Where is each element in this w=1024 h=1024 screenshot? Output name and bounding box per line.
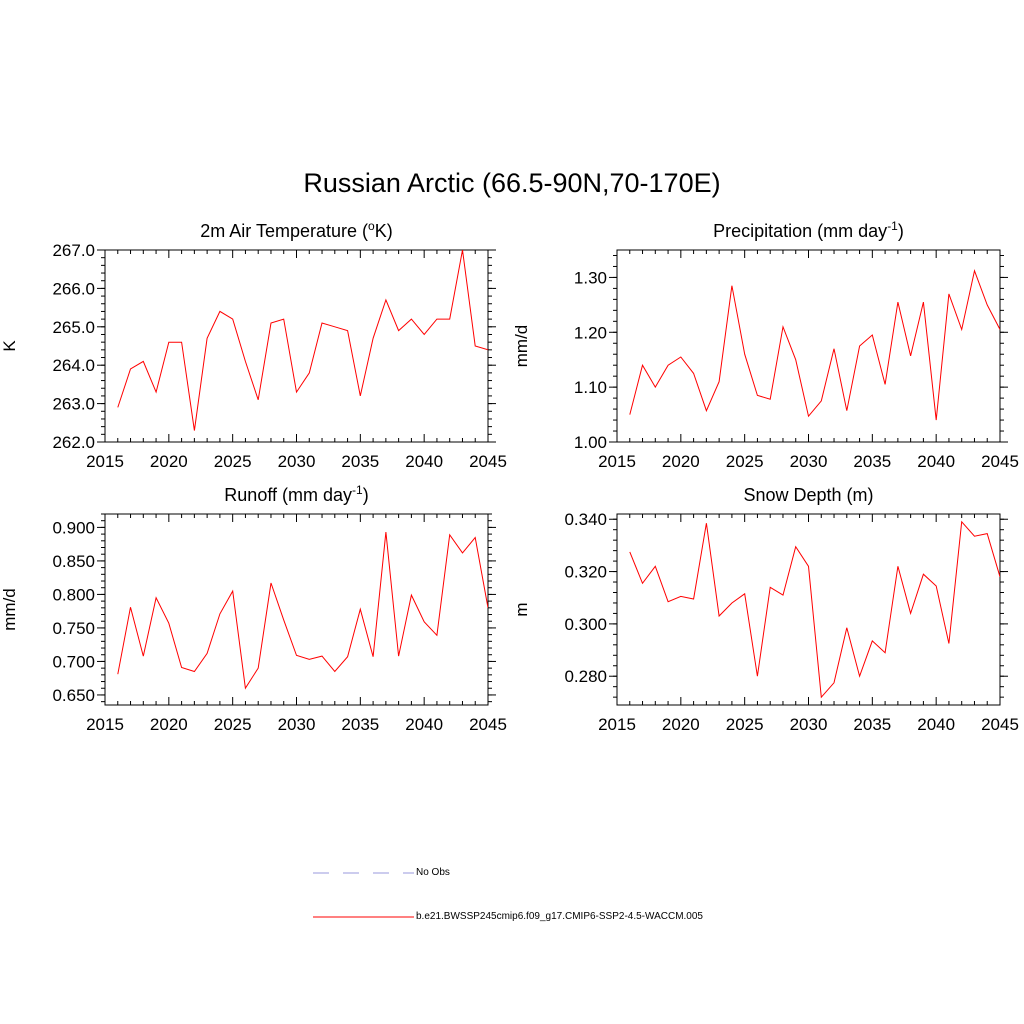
panel-title-text: 2m Air Temperature (: [200, 221, 368, 241]
x-tick-label: 2035: [853, 452, 891, 471]
y-tick-label: 263.0: [52, 395, 95, 414]
y-tick-label: 1.20: [574, 323, 607, 342]
legend-noobs-label: No Obs: [416, 867, 450, 878]
panel-runoff: 2015 2020 2025 2030 2035 2040 2045 0.650 0.700 0.…: [0, 483, 507, 734]
plot-frame: [104, 249, 489, 443]
x-tick-label: 2020: [150, 452, 188, 471]
y-axis-label: m: [512, 602, 531, 616]
x-tick-label: 2015: [598, 715, 636, 734]
x-tick-label: 2045: [981, 715, 1019, 734]
panel-title: Runoff (mm day-1): [224, 483, 368, 505]
y-axis-label: mm/d: [0, 588, 19, 631]
x-tick-label: 2025: [726, 452, 764, 471]
panel-title-tail: ): [363, 485, 369, 505]
plot-frame: [616, 249, 1001, 443]
figure-title: Russian Arctic (66.5-90N,70-170E): [303, 168, 721, 198]
x-tick-label: 2025: [214, 452, 252, 471]
panel-title-text: Runoff (mm day: [224, 485, 352, 505]
panel-title-tail: ): [898, 221, 904, 241]
x-tick-label: 2035: [341, 452, 379, 471]
panel-title-text: Snow Depth (m): [743, 485, 873, 505]
x-tick-label: 2045: [469, 715, 507, 734]
legend-series-label: b.e21.BWSSP245cmip6.f09_g17.CMIP6-SSP2-4…: [416, 911, 703, 922]
y-tick-label: 0.750: [52, 619, 95, 638]
y-tick-label: 0.650: [52, 686, 95, 705]
x-tick-label: 2045: [981, 452, 1019, 471]
y-tick-label: 0.700: [52, 652, 95, 671]
y-tick-label: 267.0: [52, 241, 95, 260]
panel-title: Snow Depth (m): [743, 485, 873, 505]
x-tick-label: 2030: [790, 715, 828, 734]
y-axis-label: mm/d: [512, 325, 531, 368]
x-tick-label: 2020: [150, 715, 188, 734]
x-tick-label: 2040: [917, 715, 955, 734]
y-tick-label: 0.800: [52, 585, 95, 604]
x-tick-label: 2035: [341, 715, 379, 734]
y-tick-label: 264.0: [52, 356, 95, 375]
x-tick-label: 2040: [405, 452, 443, 471]
y-tick-label: 266.0: [52, 279, 95, 298]
y-tick-label: 0.300: [564, 615, 607, 634]
x-tick-label: 2040: [917, 452, 955, 471]
x-tick-label: 2030: [278, 715, 316, 734]
y-tick-label: 0.320: [564, 563, 607, 582]
x-tick-label: 2045: [469, 452, 507, 471]
y-axis-label: K: [0, 340, 19, 352]
series-line-0: [117, 250, 488, 431]
series-line-0: [629, 269, 1000, 421]
panel-title-superscript: o: [368, 219, 375, 233]
y-tick-label: 0.280: [564, 667, 607, 686]
y-tick-label: 0.850: [52, 552, 95, 571]
y-tick-label: 0.340: [564, 510, 607, 529]
y-tick-label: 1.10: [574, 378, 607, 397]
panel-title: Precipitation (mm day-1): [713, 219, 904, 241]
x-tick-label: 2020: [662, 715, 700, 734]
x-tick-label: 2025: [214, 715, 252, 734]
y-tick-label: 262.0: [52, 433, 95, 452]
panel-title-tail: K): [375, 221, 393, 241]
x-tick-label: 2015: [598, 452, 636, 471]
x-tick-label: 2015: [86, 715, 124, 734]
x-tick-label: 2030: [278, 452, 316, 471]
y-tick-label: 1.00: [574, 433, 607, 452]
panel-snow-depth: 2015 2020 2025 2030 2035 2040 2045 0.280 0.300 0.…: [512, 485, 1019, 734]
y-tick-label: 1.30: [574, 268, 607, 287]
series-line-0: [629, 520, 1000, 699]
y-tick-label: 265.0: [52, 318, 95, 337]
panel-title-text: Precipitation (mm day: [713, 221, 887, 241]
x-tick-label: 2040: [405, 715, 443, 734]
series-line-0: [117, 532, 488, 690]
plot-frame: [616, 513, 1001, 706]
x-tick-label: 2030: [790, 452, 828, 471]
panel-air-temperature: 2015 2020 2025 2030 2035 2040 2045 262.0 263.0 26…: [0, 219, 507, 471]
panel-title-superscript: -1: [887, 219, 898, 233]
panel-precipitation: 2015 2020 2025 2030 2035 2040 2045 1.00 1.10 1.20…: [512, 219, 1019, 471]
x-tick-label: 2035: [853, 715, 891, 734]
panel-title-superscript: -1: [352, 483, 363, 497]
panel-title: 2m Air Temperature (oK): [200, 219, 392, 241]
x-tick-label: 2015: [86, 452, 124, 471]
y-tick-label: 0.900: [52, 518, 95, 537]
x-tick-label: 2025: [726, 715, 764, 734]
x-tick-label: 2020: [662, 452, 700, 471]
